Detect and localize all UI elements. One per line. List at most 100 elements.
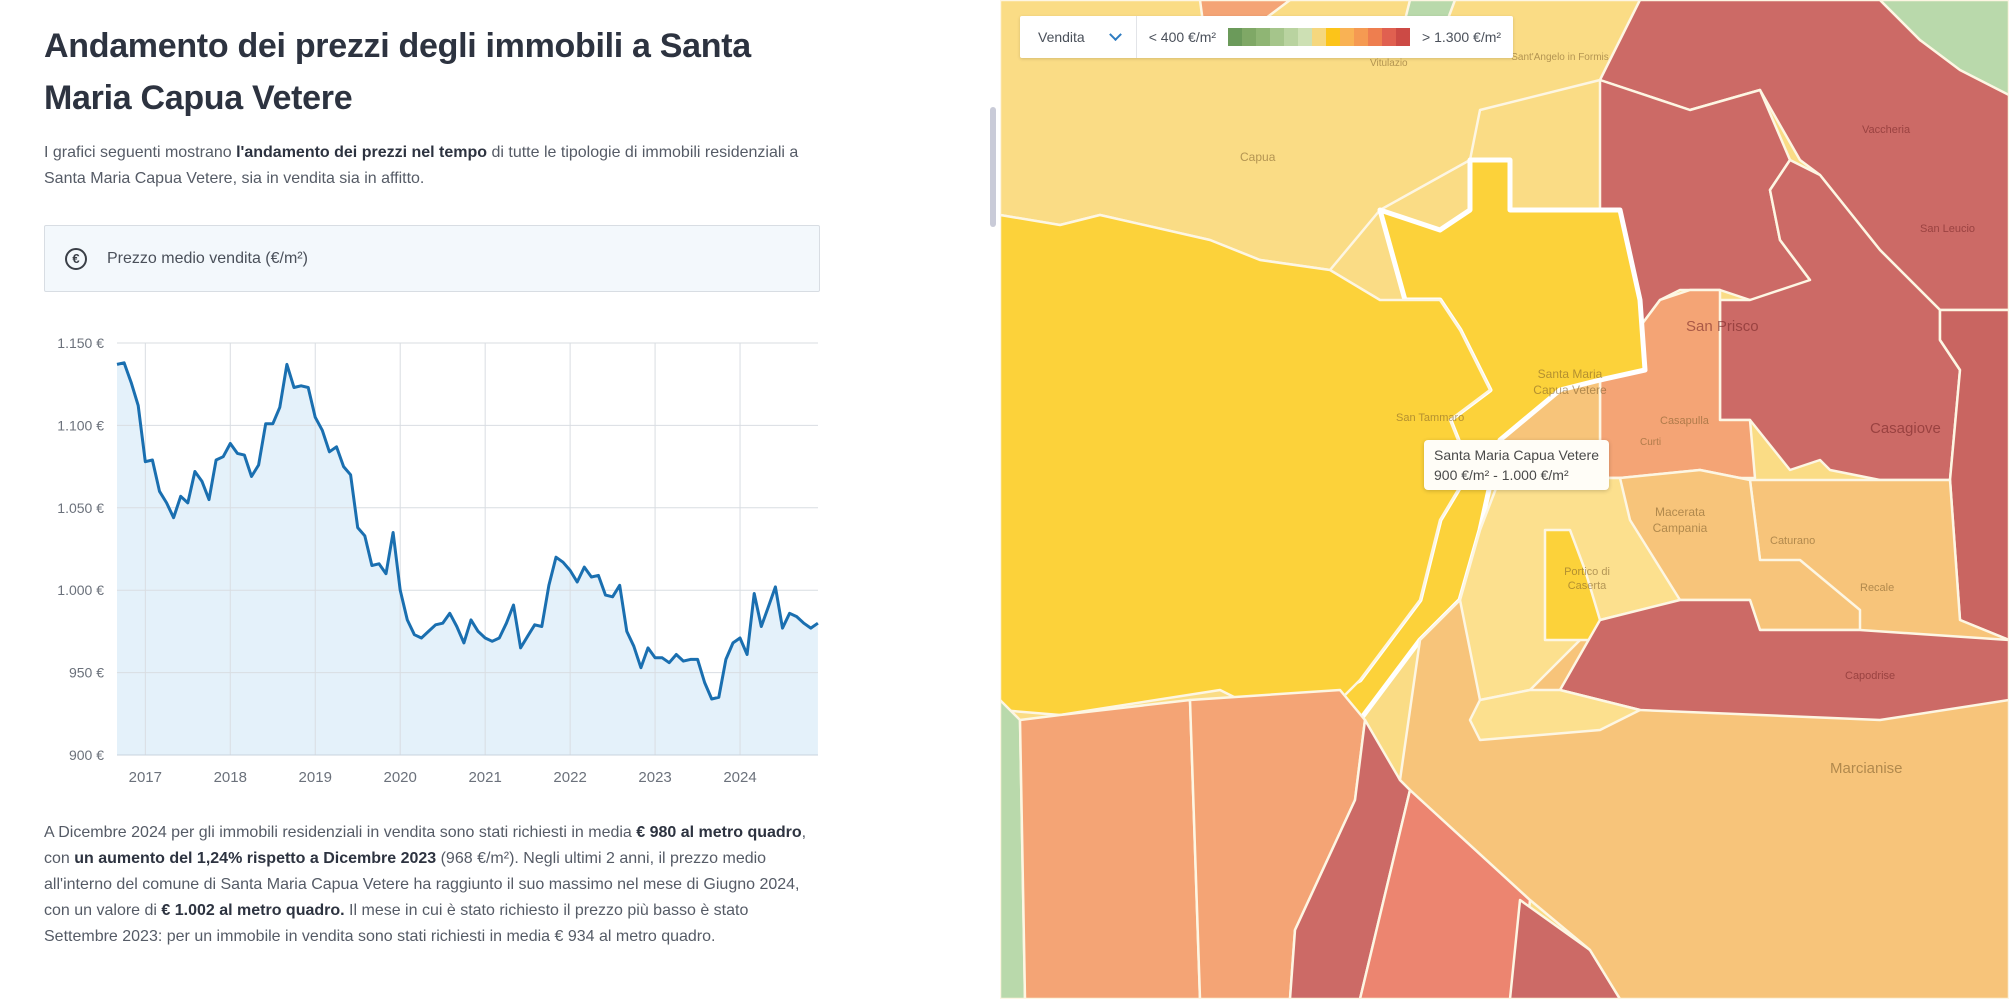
chart-data-point[interactable] <box>526 634 530 638</box>
scrollbar-thumb[interactable] <box>990 107 996 227</box>
chart-data-point[interactable] <box>696 657 700 661</box>
chart-data-point[interactable] <box>625 629 629 633</box>
chart-data-point[interactable] <box>504 621 508 625</box>
chart-data-point[interactable] <box>320 428 324 432</box>
chart-data-point[interactable] <box>752 592 756 596</box>
chart-data-point[interactable] <box>809 626 813 630</box>
chart-data-point[interactable] <box>476 629 480 633</box>
chart-data-point[interactable] <box>802 621 806 625</box>
chart-data-point[interactable] <box>412 633 416 637</box>
chart-data-point[interactable] <box>143 460 147 464</box>
chart-data-point[interactable] <box>660 656 664 660</box>
chart-data-point[interactable] <box>596 573 600 577</box>
chart-data-point[interactable] <box>773 585 777 589</box>
chart-data-point[interactable] <box>519 646 523 650</box>
chart-data-point[interactable] <box>363 534 367 538</box>
chart-data-point[interactable] <box>129 381 133 385</box>
chart-data-point[interactable] <box>490 639 494 643</box>
chart-data-point[interactable] <box>455 625 459 629</box>
chart-data-point[interactable] <box>299 384 303 388</box>
chart-data-point[interactable] <box>639 666 643 670</box>
chart-data-point[interactable] <box>568 568 572 572</box>
chart-data-point[interactable] <box>441 621 445 625</box>
chart-data-point[interactable] <box>561 560 565 564</box>
chart-data-point[interactable] <box>349 473 353 477</box>
chart-data-point[interactable] <box>313 415 317 419</box>
chart-data-point[interactable] <box>356 526 360 530</box>
map-regions[interactable] <box>1000 0 2009 999</box>
chart-data-point[interactable] <box>795 615 799 619</box>
chart-data-point[interactable] <box>667 661 671 665</box>
chart-data-point[interactable] <box>214 458 218 462</box>
chart-data-point[interactable] <box>731 641 735 645</box>
chart-data-point[interactable] <box>710 697 714 701</box>
chart-data-point[interactable] <box>327 450 331 454</box>
chart-data-point[interactable] <box>221 455 225 459</box>
chart-data-point[interactable] <box>547 583 551 587</box>
chart-data-point[interactable] <box>689 657 693 661</box>
chart-data-point[interactable] <box>207 498 211 502</box>
chart-data-point[interactable] <box>434 623 438 627</box>
chart-data-point[interactable] <box>724 657 728 661</box>
chart-data-point[interactable] <box>165 501 169 505</box>
chart-data-point[interactable] <box>235 451 239 455</box>
chart-data-point[interactable] <box>589 575 593 579</box>
price-map[interactable]: Capua Vitulazio Sant'Angelo in Formis Va… <box>1000 0 2009 999</box>
chart-data-point[interactable] <box>257 463 261 467</box>
chart-data-point[interactable] <box>292 386 296 390</box>
chart-data-point[interactable] <box>604 593 608 597</box>
scrollbar-track[interactable] <box>988 0 1000 999</box>
chart-data-point[interactable] <box>554 555 558 559</box>
chart-data-point[interactable] <box>264 422 268 426</box>
chart-data-point[interactable] <box>582 565 586 569</box>
chart-data-point[interactable] <box>285 362 289 366</box>
chart-data-point[interactable] <box>674 653 678 657</box>
chart-data-point[interactable] <box>759 625 763 629</box>
chart-data-point[interactable] <box>391 531 395 535</box>
chart-data-point[interactable] <box>271 422 275 426</box>
chart-data-point[interactable] <box>200 479 204 483</box>
chart-data-point[interactable] <box>172 516 176 520</box>
chart-data-point[interactable] <box>646 646 650 650</box>
chart-data-point[interactable] <box>405 618 409 622</box>
chart-data-point[interactable] <box>469 618 473 622</box>
chart-data-point[interactable] <box>766 605 770 609</box>
chart-data-point[interactable] <box>483 636 487 640</box>
chart-data-point[interactable] <box>703 681 707 685</box>
chart-data-point[interactable] <box>122 361 126 365</box>
chart-data-point[interactable] <box>448 611 452 615</box>
chart-data-point[interactable] <box>427 629 431 633</box>
chart-data-point[interactable] <box>384 572 388 576</box>
chart-data-point[interactable] <box>575 580 579 584</box>
chart-data-point[interactable] <box>342 465 346 469</box>
chart-data-point[interactable] <box>250 475 254 479</box>
chart-data-point[interactable] <box>193 470 197 474</box>
chart-data-point[interactable] <box>540 625 544 629</box>
chart-data-point[interactable] <box>377 562 381 566</box>
chart-data-point[interactable] <box>186 501 190 505</box>
chart-data-point[interactable] <box>278 405 282 409</box>
chart-data-point[interactable] <box>150 458 154 462</box>
chart-data-point[interactable] <box>611 595 615 599</box>
mode-select-dropdown[interactable]: Vendita <box>1020 16 1137 58</box>
chart-data-point[interactable] <box>738 636 742 640</box>
chart-data-point[interactable] <box>158 489 162 493</box>
chart-data-point[interactable] <box>788 611 792 615</box>
chart-data-point[interactable] <box>419 636 423 640</box>
chart-data-point[interactable] <box>618 583 622 587</box>
chart-data-point[interactable] <box>179 494 183 498</box>
chart-data-point[interactable] <box>717 695 721 699</box>
chart-data-point[interactable] <box>462 641 466 645</box>
chart-data-point[interactable] <box>512 603 516 607</box>
chart-data-point[interactable] <box>745 653 749 657</box>
chart-data-point[interactable] <box>335 445 339 449</box>
chart-data-point[interactable] <box>398 588 402 592</box>
chart-data-point[interactable] <box>533 623 537 627</box>
chart-data-point[interactable] <box>306 386 310 390</box>
chart-data-point[interactable] <box>497 636 501 640</box>
chart-data-point[interactable] <box>242 453 246 457</box>
chart-data-point[interactable] <box>370 564 374 568</box>
chart-data-point[interactable] <box>136 404 140 408</box>
chart-data-point[interactable] <box>816 621 820 625</box>
chart-data-point[interactable] <box>115 362 119 366</box>
